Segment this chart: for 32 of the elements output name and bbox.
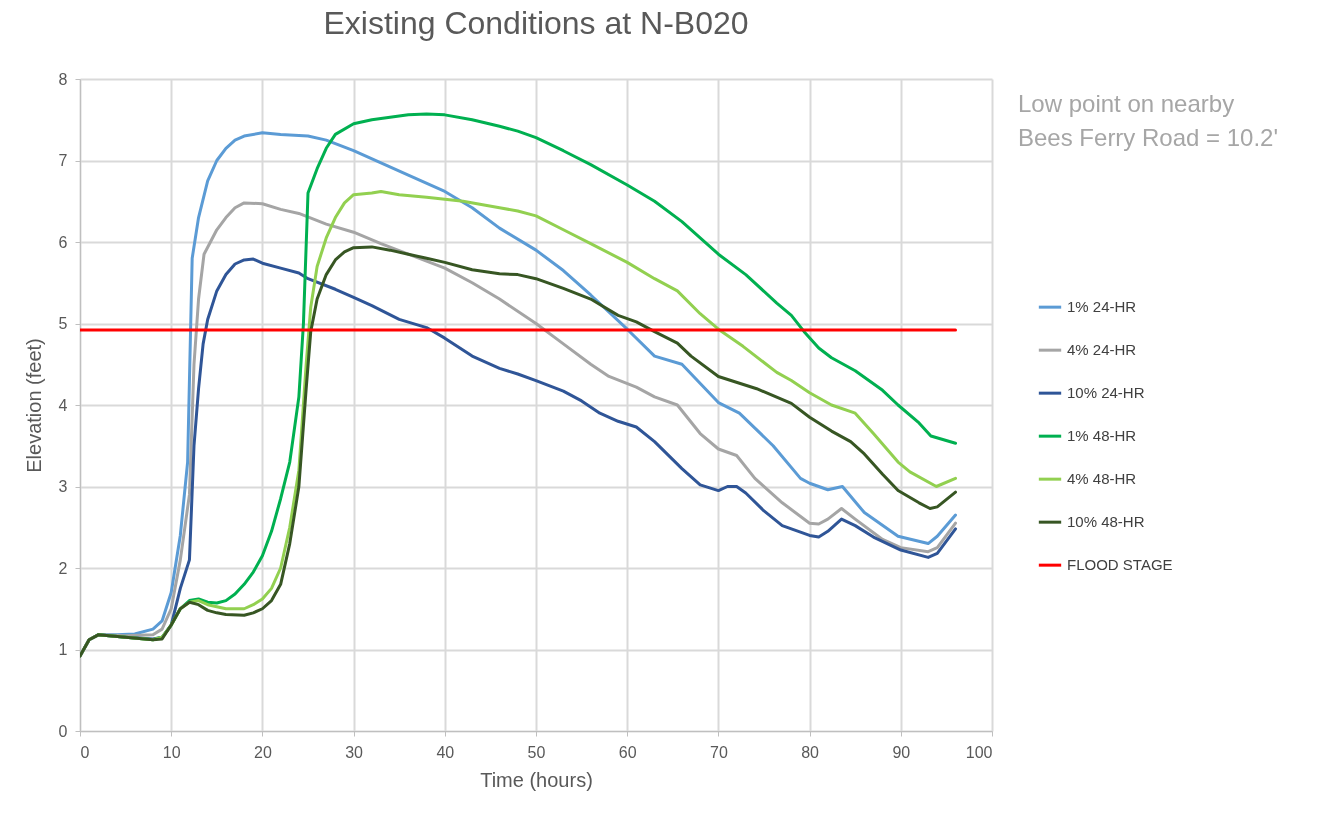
y-tick-label: 6 [58, 233, 68, 251]
y-tick-label: 4 [58, 396, 68, 414]
y-tick-label: 8 [58, 70, 68, 88]
x-tick-label: 70 [710, 743, 728, 761]
y-tick-label: 0 [58, 722, 68, 740]
x-tick-label: 40 [436, 743, 455, 761]
x-tick-label: 60 [618, 743, 637, 761]
y-tick-label: 7 [58, 152, 68, 169]
legend-label: 10% 24-HR [1067, 384, 1145, 402]
legend-label: 10% 48-HR [1067, 513, 1145, 531]
x-axis-title: Time (hours) [480, 768, 593, 791]
x-tick-label: 0 [80, 743, 90, 761]
legend-label: FLOOD STAGE [1067, 556, 1173, 574]
x-tick-label: 80 [801, 743, 820, 761]
y-axis-title: Elevation (feet) [22, 338, 45, 473]
legend-label: 4% 24-HR [1067, 341, 1137, 359]
x-tick-label: 10 [162, 743, 181, 761]
y-tick-label: 3 [58, 478, 68, 495]
x-tick-label: 90 [892, 743, 911, 761]
text: Bees Ferry Road = 10.2' [1018, 124, 1279, 151]
chart-title: Existing Conditions at N-B020 [323, 5, 749, 41]
legend-label: 1% 48-HR [1067, 427, 1137, 445]
y-tick-label: 2 [58, 559, 68, 577]
y-tick-label: 5 [58, 315, 68, 332]
legend-label: 4% 48-HR [1067, 470, 1137, 488]
text: Low point on nearby [1018, 90, 1235, 117]
x-tick-label: 20 [254, 743, 272, 761]
x-tick-label: 30 [345, 743, 364, 761]
legend-label: 1% 24-HR [1067, 298, 1137, 316]
x-tick-label: 50 [527, 743, 546, 761]
x-tick-label: 100 [965, 743, 993, 761]
y-tick-label: 1 [58, 641, 68, 658]
